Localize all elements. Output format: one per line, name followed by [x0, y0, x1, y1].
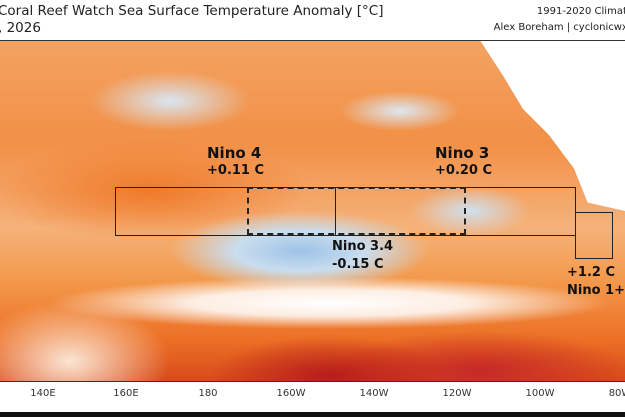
- x-tick: 140W: [359, 388, 389, 399]
- nino34-box: [247, 187, 466, 235]
- x-tick: 160W: [276, 388, 306, 399]
- map-title: Coral Reef Watch Sea Surface Temperature…: [0, 3, 384, 19]
- nino34-label: Nino 3.4 -0.15 C: [332, 239, 394, 272]
- x-tick: 80W: [608, 388, 625, 399]
- americas-landmass: [480, 41, 625, 211]
- nino12-box: [575, 212, 613, 259]
- nino4-label: Nino 4 +0.11 C: [207, 144, 265, 178]
- x-tick: 160E: [113, 388, 139, 399]
- credit-label: Alex Boreham | cyclonicwx.: [493, 22, 625, 33]
- map-date: , 2026: [0, 20, 41, 36]
- x-tick: 140E: [30, 388, 56, 399]
- bottom-bar: [0, 412, 625, 417]
- x-tick: 100W: [525, 388, 555, 399]
- sst-anomaly-map: [0, 40, 625, 382]
- x-tick: 180: [198, 388, 218, 399]
- nino3-label: Nino 3 +0.20 C: [435, 144, 493, 178]
- x-tick: 120W: [442, 388, 472, 399]
- climatology-label: 1991-2020 Climato: [536, 6, 625, 17]
